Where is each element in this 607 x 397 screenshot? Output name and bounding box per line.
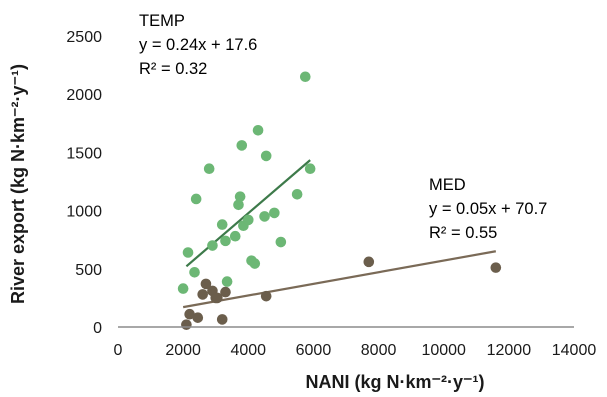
temp-data-point <box>269 207 280 219</box>
temp-data-point <box>259 211 270 222</box>
temp-data-point <box>189 266 200 278</box>
temp-data-point <box>207 240 218 251</box>
x-tick-label: 6000 <box>296 342 332 359</box>
temp-data-point <box>229 230 241 242</box>
plot-marks <box>177 71 502 330</box>
med-data-point <box>260 290 272 302</box>
med-annotation: MED y = 0.05x + 70.7 R² = 0.55 <box>429 176 547 242</box>
temp-data-point <box>182 247 194 258</box>
med-data-point <box>184 308 195 320</box>
temp-data-point <box>177 283 189 294</box>
temp-trendline <box>185 159 311 268</box>
temp-annotation: TEMP y = 0.24x + 17.6 R² = 0.32 <box>139 12 257 78</box>
y-tick-labels: 0 500 1000 1500 2000 2500 <box>66 29 102 337</box>
y-tick-label: 2500 <box>66 29 102 46</box>
temp-data-point <box>299 71 311 83</box>
x-tick-label: 2000 <box>165 342 201 359</box>
med-data-point <box>192 312 204 323</box>
x-tick-label: 4000 <box>230 342 266 359</box>
temp-data-point <box>249 258 261 269</box>
temp-equation: y = 0.24x + 17.6 <box>139 36 257 54</box>
med-series-label: MED <box>429 176 466 194</box>
med-trendline <box>182 250 497 309</box>
temp-series-label: TEMP <box>139 12 185 30</box>
temp-r-squared: R² = 0.32 <box>139 60 207 78</box>
x-tick-labels: 0 2000 4000 6000 8000 10000 12000 14000 <box>114 342 597 359</box>
temp-data-point <box>236 140 248 151</box>
med-data-point <box>212 292 223 304</box>
temp-data-point <box>216 219 228 230</box>
x-tick-label: 10000 <box>421 342 466 359</box>
temp-data-point <box>220 235 231 247</box>
temp-data-point <box>190 193 202 205</box>
med-data-point <box>197 289 208 300</box>
x-tick-label: 12000 <box>487 342 532 359</box>
temp-data-point <box>304 163 316 174</box>
temp-data-point <box>233 199 244 211</box>
temp-data-point <box>260 150 272 162</box>
y-tick-label: 1500 <box>66 145 102 162</box>
temp-data-point <box>203 163 215 174</box>
y-tick-label: 500 <box>75 262 102 279</box>
med-r-squared: R² = 0.55 <box>429 224 497 242</box>
y-axis-title: River export (kg N·km⁻²·y⁻¹) <box>8 64 28 304</box>
temp-data-point <box>242 214 254 226</box>
temp-data-point <box>252 124 264 136</box>
temp-data-point <box>234 191 246 202</box>
y-tick-label: 0 <box>93 320 102 337</box>
x-tick-label: 8000 <box>361 342 397 359</box>
med-data-point <box>216 314 228 325</box>
x-tick-label: 14000 <box>552 342 597 359</box>
x-axis-title: NANI (kg N·km⁻²·y⁻¹) <box>306 372 485 392</box>
med-data-point <box>490 262 502 273</box>
med-data-point <box>363 256 375 268</box>
med-data-point <box>181 319 192 330</box>
med-equation: y = 0.05x + 70.7 <box>429 200 547 218</box>
x-tick-label: 0 <box>114 342 123 359</box>
med-data-point <box>200 278 212 290</box>
med-data-point <box>220 286 231 298</box>
temp-data-point <box>221 276 233 287</box>
y-tick-label: 2000 <box>66 87 102 104</box>
temp-data-point <box>291 189 303 200</box>
temp-data-point <box>275 236 287 248</box>
y-tick-label: 1000 <box>66 204 102 221</box>
